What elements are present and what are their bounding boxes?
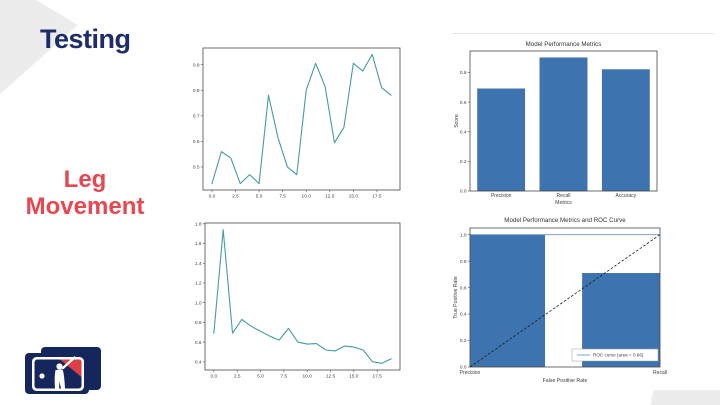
line-chart-top-canvas: 0.5 0.6 0.7 0.8 0.9 0.0 2.5 5.0 7.5 10.0 12.5 15.0 1… (193, 47, 401, 200)
svg-text:1.2: 1.2 (195, 281, 202, 287)
svg-text:0.2: 0.2 (460, 159, 467, 165)
svg-text:Score: Score (454, 114, 460, 128)
svg-text:True Positive Rate: True Positive Rate (453, 276, 459, 319)
svg-text:Accuracy: Accuracy (616, 193, 637, 199)
svg-text:Model Performance Metrics: Model Performance Metrics (526, 41, 602, 48)
svg-text:0.8: 0.8 (193, 88, 200, 94)
svg-text:0.0: 0.0 (460, 189, 467, 195)
svg-text:1.8: 1.8 (195, 221, 202, 227)
svg-text:17.5: 17.5 (372, 194, 382, 200)
svg-text:Precision: Precision (491, 193, 512, 199)
svg-text:1.0: 1.0 (195, 300, 202, 306)
section-label: Leg Movement (5, 166, 165, 221)
line-chart-top: 0.5 0.6 0.7 0.8 0.9 0.0 2.5 5.0 7.5 10.0 12.5 15.0 1… (175, 36, 423, 204)
svg-text:Recall: Recall (653, 370, 667, 376)
svg-text:0.5: 0.5 (193, 165, 200, 171)
logo-baseball (39, 373, 45, 379)
svg-text:17.5: 17.5 (372, 374, 382, 380)
svg-text:0.9: 0.9 (193, 62, 200, 68)
svg-text:0.0: 0.0 (460, 365, 467, 371)
svg-text:ROC curve (area = 0.96): ROC curve (area = 0.96) (593, 353, 644, 358)
line-chart-bottom: 0.4 0.6 0.8 1.0 1.2 1.4 1.6 1.8 0.0 2.5 5.0 7.5 10.0… (175, 212, 423, 384)
svg-text:1.6: 1.6 (195, 241, 202, 247)
bar-chart-metrics: 0.0 0.2 0.4 0.6 0.8 Precision Recall Accuracy Mo… (452, 33, 714, 206)
mlb-batter-mark (32, 356, 84, 391)
svg-text:Metrics: Metrics (555, 200, 572, 206)
svg-text:7.5: 7.5 (281, 374, 288, 380)
svg-text:5.0: 5.0 (257, 374, 264, 380)
roc-chart: 0.0 0.2 0.4 0.6 0.8 1.0 Precision Recall ROC cur… (452, 206, 720, 390)
svg-text:12.5: 12.5 (325, 194, 335, 200)
svg-text:0.2: 0.2 (460, 338, 467, 344)
svg-text:12.5: 12.5 (326, 374, 336, 380)
svg-text:2.5: 2.5 (232, 194, 239, 200)
svg-text:0.6: 0.6 (460, 100, 467, 106)
logo-batter-body (54, 369, 65, 389)
logo-bat (61, 356, 76, 370)
svg-text:0.4: 0.4 (460, 129, 467, 135)
svg-text:0.8: 0.8 (460, 259, 467, 265)
section-label-line2: Movement (25, 192, 145, 220)
svg-text:0.6: 0.6 (193, 139, 200, 145)
svg-text:0.7: 0.7 (193, 114, 200, 120)
svg-text:Model Performance Metrics and: Model Performance Metrics and ROC Curve (504, 217, 626, 224)
svg-text:15.0: 15.0 (349, 374, 359, 380)
mlb-logo-graphic (25, 347, 101, 394)
svg-text:0.4: 0.4 (460, 312, 467, 318)
bar-chart-metrics-canvas: 0.0 0.2 0.4 0.6 0.8 Precision Recall Accuracy Mo… (454, 41, 658, 206)
svg-text:0.8: 0.8 (460, 70, 467, 76)
svg-text:15.0: 15.0 (349, 194, 359, 200)
svg-text:0.0: 0.0 (211, 374, 218, 380)
svg-text:0.0: 0.0 (209, 194, 216, 200)
svg-text:0.8: 0.8 (195, 320, 202, 326)
svg-text:10.0: 10.0 (302, 374, 312, 380)
slide-title: Testing (40, 24, 131, 54)
svg-text:10.0: 10.0 (302, 194, 312, 200)
svg-text:0.6: 0.6 (195, 340, 202, 346)
section-label-line1: Leg (63, 166, 107, 193)
mlb-logo (24, 345, 102, 397)
svg-text:7.5: 7.5 (279, 194, 286, 200)
svg-text:0.4: 0.4 (195, 360, 202, 366)
svg-text:0.6: 0.6 (460, 285, 467, 291)
svg-text:1.0: 1.0 (460, 232, 467, 238)
line-chart-bottom-canvas: 0.4 0.6 0.8 1.0 1.2 1.4 1.6 1.8 0.0 2.5 5.0 7.5 10.0… (195, 221, 401, 380)
svg-text:Recall: Recall (557, 193, 571, 199)
svg-text:5.0: 5.0 (256, 194, 263, 200)
svg-text:False Positive Rate: False Positive Rate (543, 378, 588, 384)
svg-text:2.5: 2.5 (234, 374, 241, 380)
logo-red-field (60, 359, 82, 377)
svg-text:1.4: 1.4 (195, 261, 202, 267)
roc-chart-canvas: 0.0 0.2 0.4 0.6 0.8 1.0 Precision Recall ROC cur… (453, 217, 667, 384)
svg-text:Precision: Precision (460, 370, 481, 376)
